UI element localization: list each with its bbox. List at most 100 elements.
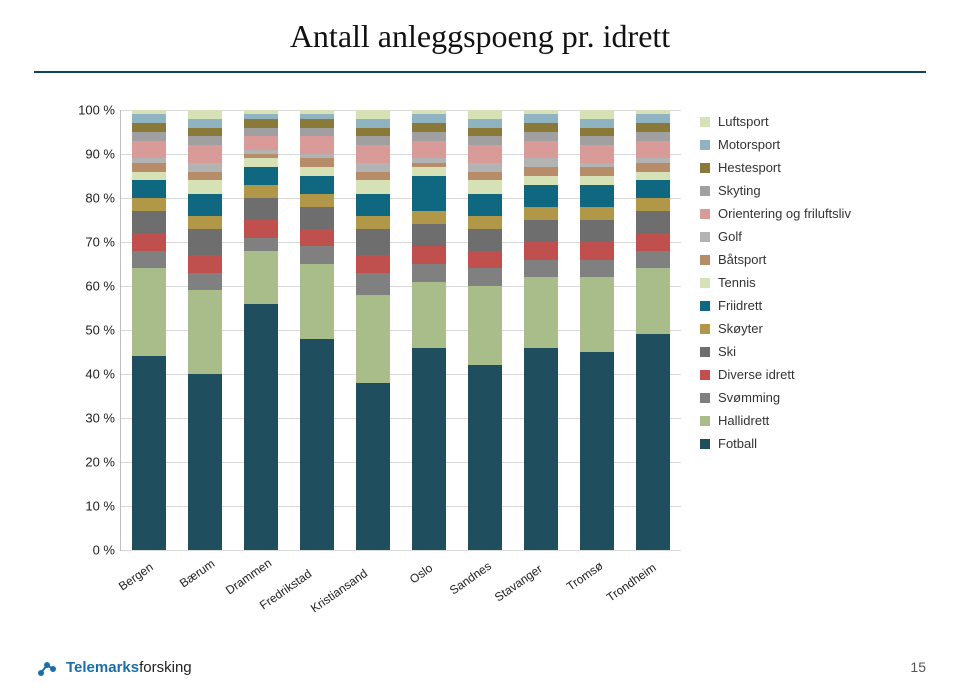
legend-item-ski: Ski xyxy=(700,344,900,359)
page-title: Antall anleggspoeng pr. idrett xyxy=(0,0,960,55)
bar-segment-svomming xyxy=(356,273,391,295)
bar-segment-skyting xyxy=(636,132,671,141)
bar-segment-batsport xyxy=(188,172,223,181)
bar-segment-friidrett xyxy=(580,185,615,207)
bar-segment-luftsport xyxy=(524,110,559,114)
x-tick-label: Bergen xyxy=(116,560,156,594)
bar-segment-hestesport xyxy=(356,128,391,137)
page: Antall anleggspoeng pr. idrett 0 %10 %20… xyxy=(0,0,960,694)
bar-segment-batsport xyxy=(468,172,503,181)
bar-column xyxy=(300,110,335,550)
legend-swatch xyxy=(700,117,710,127)
bar-segment-hallidrett xyxy=(244,251,279,304)
bar-segment-batsport xyxy=(244,154,279,158)
legend-item-luftsport: Luftsport xyxy=(700,114,900,129)
bar-segment-ski xyxy=(188,229,223,255)
bar-segment-skyting xyxy=(524,132,559,141)
bar-segment-tennis xyxy=(524,176,559,185)
x-tick-label: Kristiansand xyxy=(308,567,370,616)
bar-segment-orientering xyxy=(188,145,223,163)
bar-segment-friidrett xyxy=(412,176,447,211)
legend-label: Friidrett xyxy=(718,298,762,313)
bar-segment-motorsport xyxy=(244,114,279,118)
x-tick-label: Tromsø xyxy=(564,559,606,594)
bar-segment-hestesport xyxy=(300,119,335,128)
bar-segment-tennis xyxy=(412,167,447,176)
bar-segment-ski xyxy=(300,207,335,229)
legend-label: Luftsport xyxy=(718,114,769,129)
y-tick-label: 100 % xyxy=(60,103,121,118)
bar-segment-fotball xyxy=(132,356,167,550)
legend-item-hestesport: Hestesport xyxy=(700,160,900,175)
legend-swatch xyxy=(700,255,710,265)
bar-segment-golf xyxy=(132,158,167,162)
legend-item-tennis: Tennis xyxy=(700,275,900,290)
legend-swatch xyxy=(700,347,710,357)
legend-label: Golf xyxy=(718,229,742,244)
bar-segment-orientering xyxy=(524,141,559,159)
bar-segment-hallidrett xyxy=(356,295,391,383)
bar-segment-friidrett xyxy=(132,180,167,198)
bar-segment-fotball xyxy=(468,365,503,550)
bar-segment-hestesport xyxy=(636,123,671,132)
bar-segment-ski xyxy=(580,220,615,242)
bar-segment-tennis xyxy=(580,176,615,185)
bar-segment-svomming xyxy=(244,238,279,251)
bar-segment-motorsport xyxy=(300,114,335,118)
bar-segment-luftsport xyxy=(188,110,223,119)
bar-segment-tennis xyxy=(300,167,335,176)
bar-segment-tennis xyxy=(244,158,279,167)
legend-swatch xyxy=(700,232,710,242)
bar-segment-ski xyxy=(636,211,671,233)
bar-segment-diverse xyxy=(244,220,279,238)
bar-segment-luftsport xyxy=(356,110,391,119)
legend-label: Skyting xyxy=(718,183,761,198)
bar-segment-luftsport xyxy=(468,110,503,119)
bar-segment-hestesport xyxy=(524,123,559,132)
bar-column xyxy=(188,110,223,550)
bar-segment-motorsport xyxy=(580,119,615,128)
bar-segment-motorsport xyxy=(188,119,223,128)
bar-segment-hallidrett xyxy=(132,268,167,356)
bar-segment-skoyter xyxy=(300,194,335,207)
bar-segment-skoyter xyxy=(188,216,223,229)
legend-label: Orientering og friluftsliv xyxy=(718,206,851,221)
brand-name: Telemarksforsking xyxy=(66,659,192,676)
legend-label: Svømming xyxy=(718,390,780,405)
legend-label: Hallidrett xyxy=(718,413,769,428)
y-tick-label: 30 % xyxy=(60,411,121,426)
bar-segment-friidrett xyxy=(188,194,223,216)
y-tick-label: 60 % xyxy=(60,279,121,294)
bar-segment-luftsport xyxy=(580,110,615,119)
bar-segment-hallidrett xyxy=(524,277,559,347)
bar-segment-ski xyxy=(468,229,503,251)
bar-segment-skyting xyxy=(412,132,447,141)
bar-segment-fotball xyxy=(300,339,335,550)
bar-segment-orientering xyxy=(300,136,335,154)
bar-segment-motorsport xyxy=(468,119,503,128)
legend-item-fotball: Fotball xyxy=(700,436,900,451)
y-tick-label: 80 % xyxy=(60,191,121,206)
bar-segment-batsport xyxy=(580,167,615,176)
bar-segment-friidrett xyxy=(636,180,671,198)
bar-column xyxy=(132,110,167,550)
legend-item-batsport: Båtsport xyxy=(700,252,900,267)
bar-segment-golf xyxy=(580,163,615,167)
bar-segment-svomming xyxy=(188,273,223,291)
bar-segment-skyting xyxy=(356,136,391,145)
bar-segment-tennis xyxy=(468,180,503,193)
bar-segment-svomming xyxy=(636,251,671,269)
bar-segment-hestesport xyxy=(468,128,503,137)
bar-segment-svomming xyxy=(412,264,447,282)
y-tick-label: 0 % xyxy=(60,543,121,558)
bar-segment-tennis xyxy=(188,180,223,193)
legend-label: Motorsport xyxy=(718,137,780,152)
bar-segment-diverse xyxy=(132,233,167,251)
legend-swatch xyxy=(700,301,710,311)
bar-segment-svomming xyxy=(300,246,335,264)
x-tick-label: Trondheim xyxy=(604,561,659,605)
bar-segment-batsport xyxy=(300,158,335,167)
bar-segment-golf xyxy=(300,154,335,158)
legend: Luftsport Motorsport Hestesport Skyting Orie… xyxy=(700,114,900,459)
bar-segment-golf xyxy=(356,163,391,172)
